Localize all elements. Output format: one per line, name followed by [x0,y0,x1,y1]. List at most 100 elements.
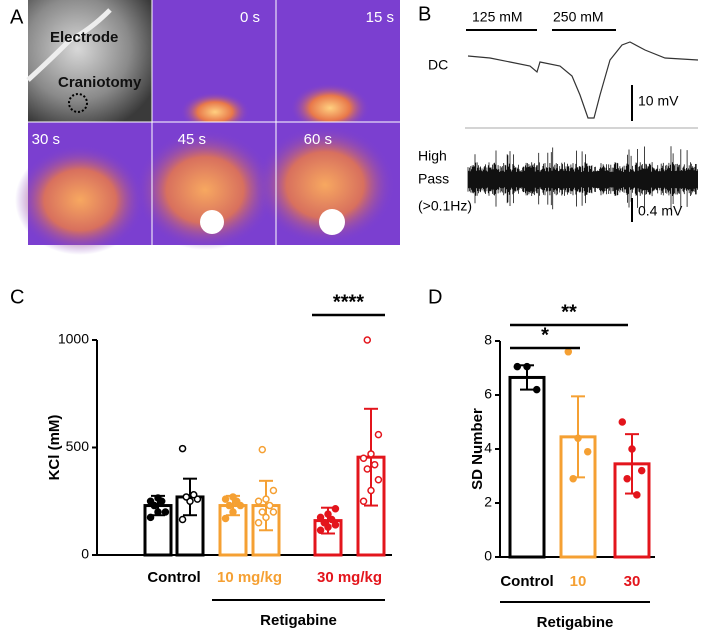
data-point [269,508,278,516]
data-point [182,493,191,501]
blob [290,83,370,133]
data-point [225,501,234,510]
panel-label: D [428,286,442,308]
data-point [363,336,372,344]
y-tick-label: 6 [484,386,492,402]
time-label: 15 s [366,9,394,26]
data-point [254,519,263,527]
category-label: Control [500,573,553,590]
data-point [161,508,170,516]
data-point [154,494,162,502]
data-point [178,515,187,524]
data-point [262,495,270,503]
data-point [229,508,237,516]
category-label: 30 [624,573,641,590]
concentration-label: 250 mM [553,9,604,25]
high-pass-trace [467,146,698,211]
data-point [327,515,336,524]
time-label: 45 s [178,131,206,148]
bar [508,375,546,559]
category-label: 30 mg/kg [317,569,382,586]
data-point [359,454,368,462]
data-point [532,385,541,394]
blob [255,125,395,245]
y-tick-label: 500 [66,438,90,454]
blob [319,209,345,235]
trace-label: (>0.1Hz) [418,198,472,214]
significance-label: * [541,324,549,346]
data-point [367,486,375,495]
image-label: Craniotomy [58,74,142,91]
bar [175,495,205,557]
group-label: Retigabine [260,612,337,629]
time-label: 60 s [304,131,332,148]
panel-b: B 125 mM 250 mM DC 10 mV High Pass (>0.1… [418,3,699,222]
blob [200,210,224,234]
data-point [229,493,237,501]
trace-label: High [418,148,447,164]
data-point [146,497,155,505]
data-point [320,519,329,527]
y-tick-label: 4 [484,440,492,456]
trace-label: Pass [418,171,449,187]
craniotomy-mark [68,93,88,113]
panel-label: A [10,6,24,28]
data-point [374,430,383,439]
data-point [569,474,577,483]
y-axis-label: SD Number [469,408,486,490]
data-point [374,476,383,484]
data-point [178,444,187,453]
time-label: 30 s [32,131,60,148]
data-point [189,491,198,499]
data-point [221,495,230,503]
data-point [513,362,522,371]
data-point [331,521,340,529]
data-point [637,466,646,475]
y-tick-label: 0 [81,546,89,562]
image-label: Electrode [50,29,118,46]
data-point [258,508,267,516]
dc-trace [467,41,699,119]
concentration-label: 125 mM [472,9,523,25]
data-point [564,348,573,356]
category-label: 10 mg/kg [217,569,282,586]
data-point [633,491,641,499]
significance-label: ** [561,301,577,323]
scale-label: 10 mV [638,93,679,109]
data-point [574,434,582,442]
data-point [359,497,368,505]
data-point [331,505,340,513]
data-point [258,445,267,454]
scale-label: 0.4 mV [638,203,683,219]
data-point [583,447,592,456]
group-label: Retigabine [537,614,614,631]
panel-a: A Electrode Craniotomy 0 s 15 s 30 s 45 … [10,0,400,255]
data-point [363,465,372,473]
y-tick-label: 0 [484,548,492,564]
data-point [367,450,375,458]
blob [135,130,275,250]
panel-label: C [10,286,24,308]
trace-label: DC [428,57,448,73]
time-label: 0 s [240,9,260,26]
y-tick-label: 1000 [58,331,89,347]
data-point [316,513,325,522]
data-point [221,514,230,523]
y-tick-label: 8 [484,332,492,348]
blob [15,145,145,255]
panel-label: B [418,3,431,25]
data-point [618,418,627,426]
y-tick-label: 2 [484,494,492,510]
y-axis-label: KCl (mM) [46,415,63,481]
data-point [262,513,270,522]
data-point [254,497,263,505]
data-point [628,445,636,453]
data-point [623,474,631,483]
category-label: Control [147,569,200,586]
data-point [269,486,278,495]
electrode-shape [26,8,112,82]
data-point [523,362,531,371]
data-point [265,501,274,510]
